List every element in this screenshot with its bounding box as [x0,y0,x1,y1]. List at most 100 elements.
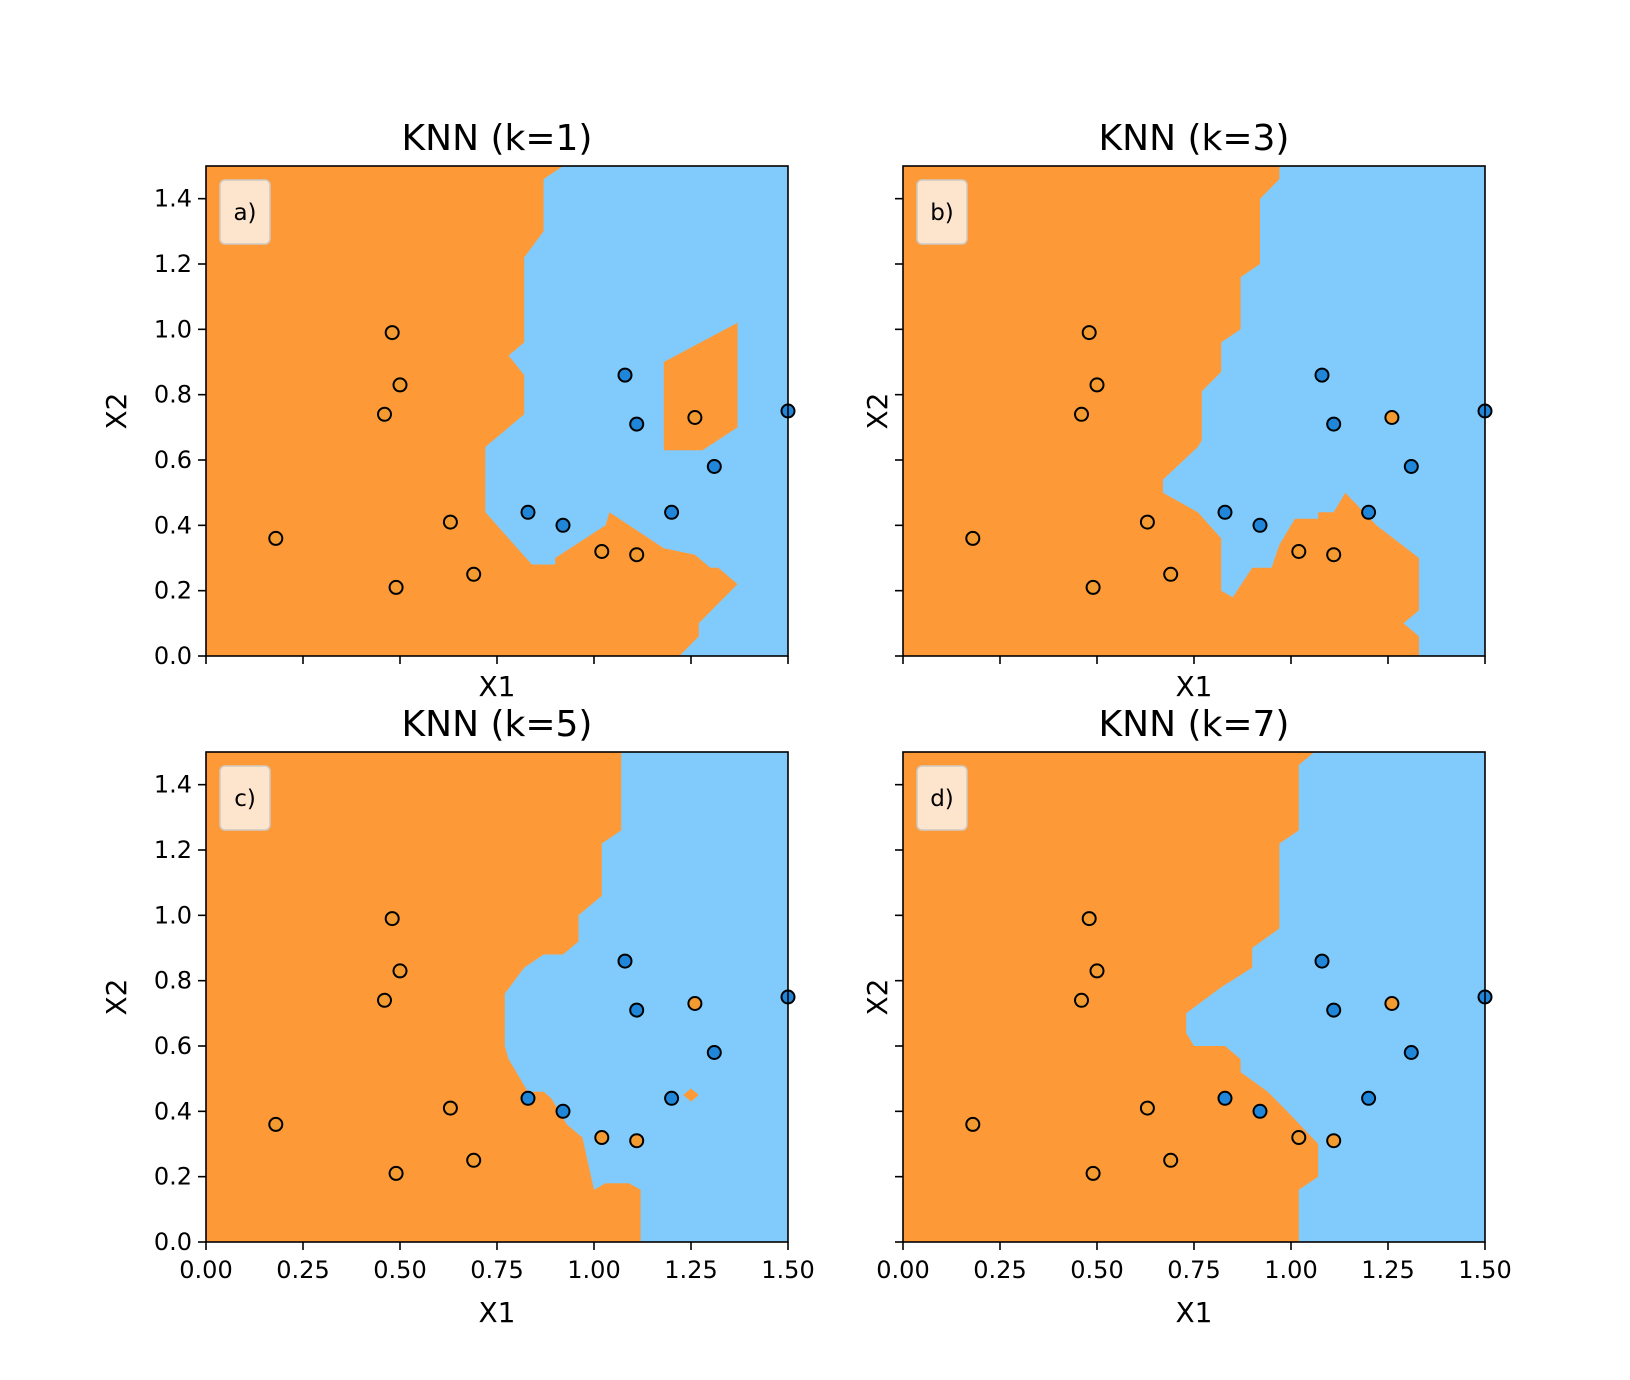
data-point-orange [1074,406,1089,422]
data-point-orange [629,1133,645,1149]
y-tick-label: 0.4 [154,511,192,539]
data-point-orange [1089,963,1105,979]
x-tick-label: 1.50 [1458,1256,1511,1284]
y-tick-label: 0.6 [154,446,192,474]
data-point-blue [555,517,571,533]
y-tick-label: 0.8 [154,381,192,409]
orange-region-island [683,1088,699,1102]
panel-label-box [916,179,968,245]
data-point-orange [687,996,703,1011]
knn-panel-1: 0.0 0.2 0.4 0.6 0.8 1.0 1.2 1.4 KNN (k=1) X1 X2 a) [100,118,796,703]
x-tick-label: 1.00 [1264,1256,1317,1284]
data-point-blue [1252,1103,1268,1119]
data-point-orange [1384,996,1400,1011]
data-point-orange [1081,911,1097,927]
y-tick-label: 0.2 [154,1163,192,1191]
x-tick-label: 0.00 [179,1256,232,1284]
y-tick-label: 1.2 [154,836,192,864]
data-point-orange [377,406,392,422]
data-point-orange [1139,514,1155,530]
data-point-blue [520,504,536,520]
x-tick-label: 1.25 [1361,1256,1414,1284]
data-points [268,911,796,1181]
decision-regions [206,752,788,1242]
data-point-orange [629,547,645,563]
panel-title: KNN (k=5) [402,704,593,745]
panel-label-box [219,179,271,245]
data-point-blue [664,504,680,520]
data-point-orange [466,1152,482,1168]
data-point-blue [664,1090,680,1106]
y-tick-label: 0.8 [154,967,192,995]
data-point-orange [594,1130,610,1145]
data-point-orange [268,530,284,546]
x-tick-label: 0.50 [1070,1256,1123,1284]
data-point-orange [1291,1130,1307,1145]
orange-region-island [663,322,738,451]
y-axis-label: X2 [861,393,894,430]
panel-label: a) [233,200,256,226]
y-tick-label: 0.0 [154,642,192,670]
data-point-blue [1361,504,1377,520]
data-points [268,325,796,595]
x-tick-label: 0.00 [876,1256,929,1284]
data-point-orange [1139,1100,1155,1116]
decision-regions [903,166,1485,656]
data-point-blue [706,459,722,474]
y-tick-label: 0.2 [154,577,192,605]
y-tick-label: 1.0 [154,315,192,343]
data-point-orange [392,963,408,979]
x-axis-label: X1 [1176,1296,1213,1329]
blue-region [485,166,788,656]
data-point-blue [555,1103,571,1119]
x-tick-label: 1.50 [761,1256,814,1284]
x-axis-label: X1 [1176,670,1213,703]
data-point-orange [1089,377,1105,393]
panel-title: KNN (k=7) [1099,704,1290,745]
data-point-blue [1326,1002,1342,1018]
x-tick-label: 0.75 [470,1256,523,1284]
data-point-orange [965,530,981,546]
x-tick-label: 1.25 [664,1256,717,1284]
y-tick-label: 0.4 [154,1097,192,1125]
knn-panel-3: 0.00 0.25 0.50 0.75 1.00 1.25 1.50 0.0 0.2 0.4 0.6… [100,704,815,1329]
blue-region [504,752,788,1242]
data-point-orange [442,514,458,530]
decision-regions [206,166,788,656]
decision-regions [903,752,1485,1242]
panel-title: KNN (k=1) [402,118,593,159]
data-point-blue [1403,459,1419,474]
data-point-orange [1074,992,1089,1008]
data-point-orange [466,566,482,582]
x-axis-label: X1 [479,1296,516,1329]
data-point-orange [442,1100,458,1116]
data-point-blue [1314,953,1330,969]
data-point-blue [1217,1090,1233,1106]
y-tick-label: 1.4 [154,185,192,213]
data-point-orange [384,911,400,927]
y-tick-label: 1.0 [154,901,192,929]
data-points [965,911,1493,1181]
x-tick-label: 0.75 [1167,1256,1220,1284]
data-point-orange [1085,579,1101,595]
data-point-orange [1081,325,1097,341]
x-tick-label: 0.25 [973,1256,1026,1284]
data-point-orange [594,544,610,559]
knn-panel-4: 0.00 0.25 0.50 0.75 1.00 1.25 1.50 KNN (k=7) X1 X… [861,704,1512,1329]
data-point-blue [1361,1090,1377,1106]
data-point-orange [1163,1152,1179,1168]
y-axis-label: X2 [100,393,133,430]
y-axis-label: X2 [100,979,133,1016]
y-tick-label: 0.0 [154,1228,192,1256]
data-point-orange [1326,547,1342,563]
data-point-orange [268,1116,284,1132]
x-axis-label: X1 [479,670,516,703]
data-point-orange [384,325,400,341]
blue-region [1186,752,1485,1242]
data-point-blue [629,416,645,432]
data-point-blue [1326,416,1342,432]
data-point-blue [520,1090,536,1106]
data-point-orange [392,377,408,393]
data-point-orange [1085,1165,1101,1181]
